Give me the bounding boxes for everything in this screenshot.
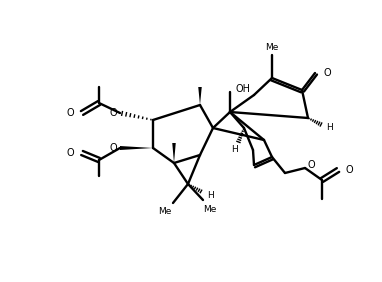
Text: H: H (326, 124, 333, 133)
Text: O: O (308, 160, 316, 170)
Text: OH: OH (235, 84, 250, 94)
Text: Me: Me (265, 43, 279, 52)
Text: Me: Me (203, 206, 217, 215)
Text: Me: Me (158, 208, 172, 217)
Text: H: H (231, 146, 238, 155)
Text: O: O (109, 143, 117, 153)
Text: O: O (346, 165, 354, 175)
Text: H: H (207, 191, 214, 201)
Text: O: O (66, 148, 74, 158)
Polygon shape (172, 143, 176, 163)
Polygon shape (198, 87, 202, 105)
Polygon shape (120, 146, 153, 150)
Text: O: O (109, 108, 117, 118)
Text: O: O (323, 68, 331, 78)
Text: O: O (66, 108, 74, 118)
